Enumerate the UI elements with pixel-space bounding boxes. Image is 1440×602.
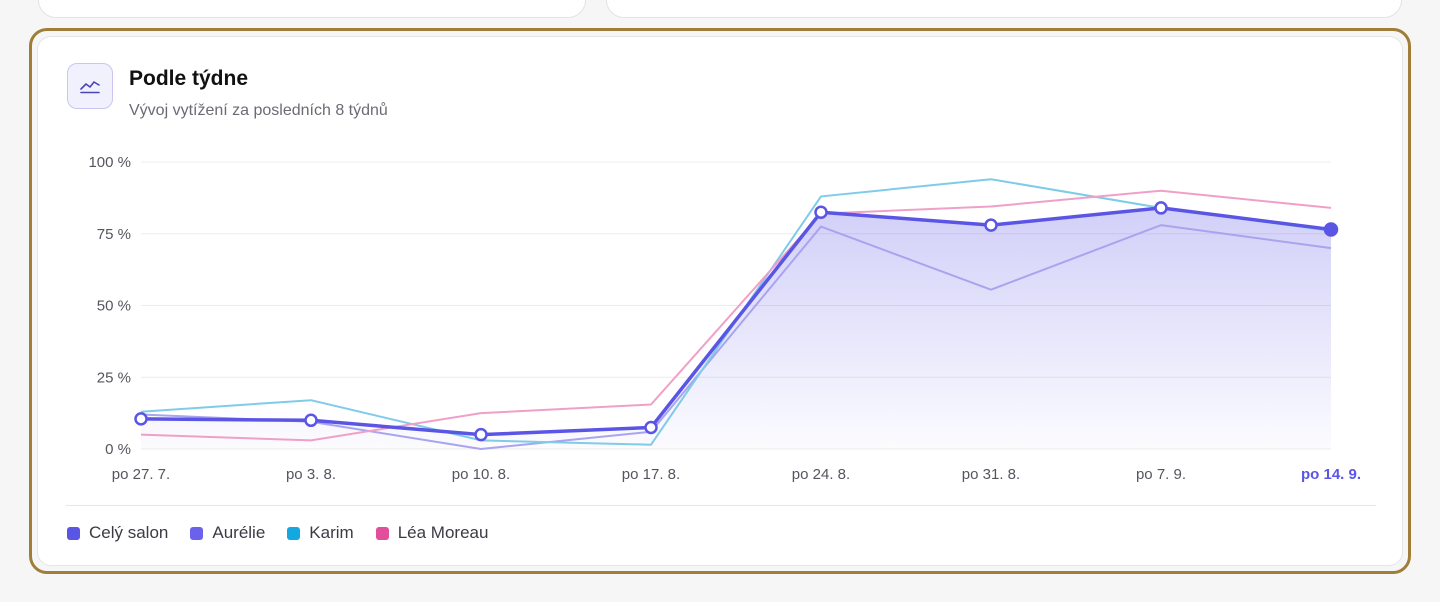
legend-item[interactable]: Karim (287, 523, 354, 543)
series-line-aurelie (140, 224, 1332, 450)
x-tick-label: po 7. 9. (1136, 466, 1186, 483)
x-tick-label: po 17. 8. (622, 466, 680, 483)
weekly-utilization-chart: 0 % 25 % 50 % 75 % 100 % po 27. 7. po 3. 8. po … (88, 154, 1361, 483)
legend-swatch (190, 526, 204, 540)
card-title: Podle týdne (129, 67, 249, 90)
chart-legend: Celý salon Aurélie Karim Léa Moreau (67, 523, 488, 543)
y-tick-label: 75 % (97, 226, 131, 243)
x-tick-label: po 10. 8. (452, 466, 510, 483)
data-point (134, 412, 148, 426)
legend-label: Aurélie (212, 523, 266, 542)
data-point (984, 218, 998, 232)
data-point (304, 413, 318, 428)
legend-label: Karim (309, 523, 354, 542)
y-tick-label: 50 % (97, 298, 131, 315)
legend-swatch (287, 526, 301, 540)
legend-label: Léa Moreau (397, 523, 489, 542)
legend-divider (66, 505, 1376, 506)
data-point (814, 205, 828, 219)
highlight-frame (29, 28, 1411, 574)
y-tick-label: 0 % (105, 441, 131, 458)
y-tick-label: 100 % (88, 154, 131, 171)
legend-swatch (375, 526, 389, 540)
legend-swatch (67, 526, 80, 540)
legend-label: Celý salon (89, 523, 169, 542)
weekly-chart-card: Podle týdne Vývoj vytížení za posledních… (37, 36, 1403, 566)
legend-item[interactable]: Celý salon (67, 523, 168, 543)
series-line-cely-salon (140, 206, 1332, 437)
line-chart-icon (67, 63, 113, 109)
data-point (644, 420, 658, 435)
top-card-left (38, 0, 586, 18)
data-point (474, 427, 488, 442)
x-tick-label: po 14. 9. (1301, 466, 1361, 483)
x-tick-label: po 31. 8. (962, 466, 1020, 483)
series-line-lea-moreau (140, 189, 1332, 442)
top-card-right (606, 0, 1402, 18)
data-point (1154, 201, 1168, 215)
x-tick-label: po 3. 8. (286, 466, 336, 483)
x-tick-label: po 24. 8. (792, 466, 850, 483)
x-tick-label: po 27. 7. (112, 466, 170, 483)
y-tick-label: 25 % (97, 369, 131, 386)
legend-item[interactable]: Léa Moreau (375, 523, 489, 543)
legend-item[interactable]: Aurélie (190, 523, 265, 543)
card-subtitle: Vývoj vytížení za posledních 8 týdnů (129, 102, 388, 119)
data-point (1323, 222, 1339, 237)
